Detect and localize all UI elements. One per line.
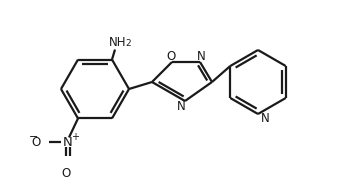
Text: +: + (71, 132, 79, 143)
Text: N: N (197, 50, 206, 63)
Text: O: O (62, 167, 71, 180)
Text: −: − (29, 132, 39, 143)
Text: N: N (63, 136, 73, 149)
Text: O: O (166, 50, 176, 63)
Text: 2: 2 (125, 39, 131, 48)
Text: O: O (32, 136, 41, 149)
Text: NH: NH (109, 36, 127, 49)
Text: N: N (177, 99, 185, 112)
Text: N: N (261, 112, 270, 125)
